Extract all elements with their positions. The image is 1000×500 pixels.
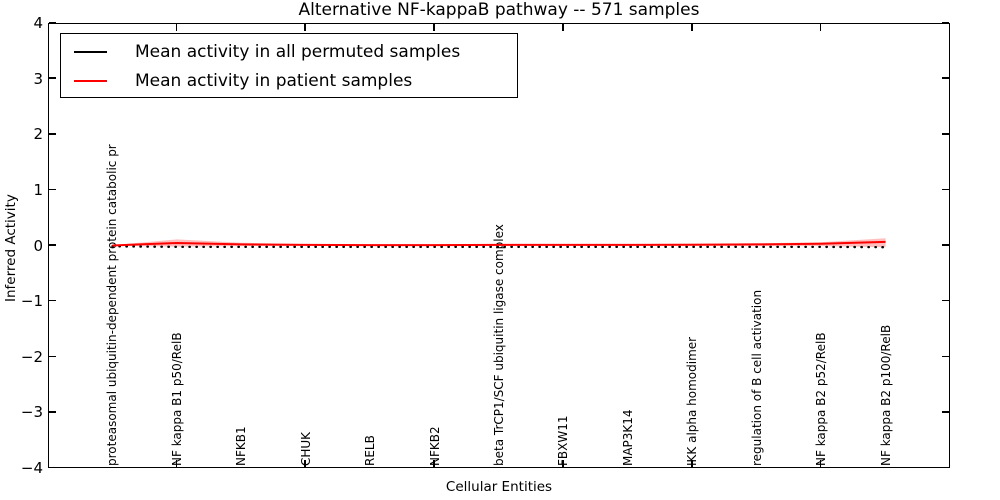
y-tick <box>942 188 949 191</box>
x-tick <box>175 460 178 467</box>
y-tick <box>49 466 56 469</box>
legend-entry: Mean activity in patient samples <box>61 66 517 95</box>
y-tick <box>942 299 949 302</box>
x-tick <box>175 24 178 31</box>
y-tick <box>942 21 949 24</box>
legend-label: Mean activity in all permuted samples <box>135 41 461 62</box>
y-tick <box>49 188 56 191</box>
y-tick <box>49 411 56 413</box>
y-tick <box>49 21 56 24</box>
y-tick-label: 3 <box>33 69 43 88</box>
x-tick <box>691 460 693 467</box>
x-tick <box>562 24 564 31</box>
y-tick <box>49 299 56 302</box>
y-tick-label: −2 <box>20 347 43 366</box>
x-tick <box>304 460 306 467</box>
y-tick <box>942 133 949 135</box>
y-tick <box>942 411 949 413</box>
y-tick <box>942 355 949 357</box>
y-tick <box>49 244 56 246</box>
x-axis-label: Cellular Entities <box>445 479 553 495</box>
y-tick <box>942 244 949 246</box>
y-axis-label: Inferred Activity <box>3 194 19 302</box>
y-tick <box>942 466 949 469</box>
x-tick <box>691 24 693 31</box>
legend: Mean activity in all permuted samples Me… <box>60 33 518 98</box>
x-tick <box>562 460 564 467</box>
y-tick-label: −3 <box>20 403 43 422</box>
y-tick <box>49 133 56 135</box>
y-tick-label: −4 <box>20 459 43 477</box>
legend-line-swatch-permuted <box>74 50 107 53</box>
x-tick <box>819 460 822 467</box>
y-tick <box>49 77 56 79</box>
x-tick <box>433 24 435 31</box>
legend-line-swatch-patient <box>74 79 107 82</box>
y-tick-label: 4 <box>33 14 43 32</box>
x-tick <box>433 460 435 467</box>
chart-title: Alternative NF-kappaB pathway -- 571 sam… <box>298 0 700 20</box>
legend-label: Mean activity in patient samples <box>135 70 413 91</box>
legend-entry: Mean activity in all permuted samples <box>61 37 517 66</box>
x-tick <box>304 24 306 31</box>
plot-frame <box>48 21 950 469</box>
y-tick <box>942 77 949 79</box>
y-tick-label: 2 <box>33 125 43 144</box>
y-tick <box>49 355 56 357</box>
x-tick <box>819 24 822 31</box>
